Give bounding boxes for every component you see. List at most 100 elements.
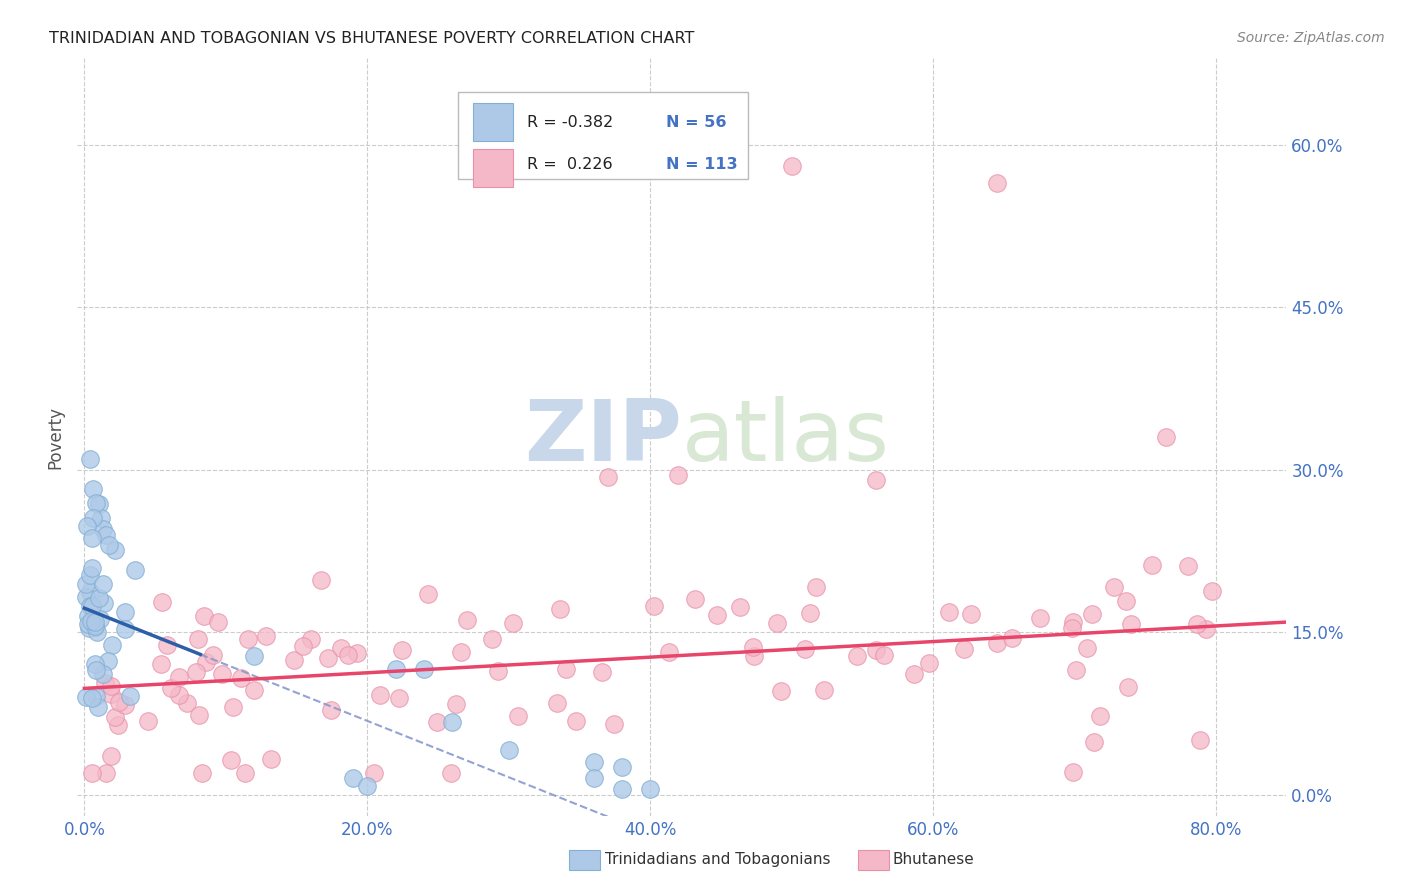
Point xyxy=(441,714,464,729)
Point xyxy=(260,752,283,766)
Point xyxy=(100,687,122,701)
Point xyxy=(450,645,472,659)
Point xyxy=(309,573,332,587)
Point xyxy=(444,697,467,711)
Point xyxy=(83,615,105,629)
Point xyxy=(77,621,100,635)
Point xyxy=(502,615,524,630)
Point xyxy=(960,607,983,622)
Point xyxy=(456,613,478,627)
Point xyxy=(75,591,97,605)
Point xyxy=(865,642,887,657)
Text: TRINIDADIAN AND TOBAGONIAN VS BHUTANESE POVERTY CORRELATION CHART: TRINIDADIAN AND TOBAGONIAN VS BHUTANESE … xyxy=(49,31,695,46)
Point xyxy=(582,771,605,785)
Point xyxy=(1062,621,1084,635)
Point xyxy=(84,663,107,677)
FancyBboxPatch shape xyxy=(458,92,748,179)
Point xyxy=(80,614,103,628)
Point xyxy=(82,482,104,496)
Point xyxy=(76,519,98,533)
Point xyxy=(138,714,160,728)
Point xyxy=(804,580,827,594)
Point xyxy=(150,595,173,609)
Point xyxy=(202,648,225,662)
Point xyxy=(86,624,108,639)
Point xyxy=(77,617,100,632)
Point xyxy=(82,532,104,546)
Point xyxy=(84,689,107,703)
Point xyxy=(1201,584,1223,599)
Point xyxy=(108,695,131,709)
Text: N = 113: N = 113 xyxy=(666,157,738,171)
Point xyxy=(243,648,266,663)
Point xyxy=(1028,611,1050,625)
Point xyxy=(124,563,146,577)
Point xyxy=(546,696,568,710)
Point xyxy=(184,665,207,679)
Point xyxy=(486,664,509,678)
Point xyxy=(156,638,179,652)
Point xyxy=(87,591,110,605)
Point xyxy=(780,159,803,173)
FancyBboxPatch shape xyxy=(472,103,513,141)
Point xyxy=(1185,616,1208,631)
Point xyxy=(1102,580,1125,594)
Point xyxy=(1195,623,1218,637)
Point xyxy=(84,657,107,671)
Point xyxy=(169,688,191,702)
Point xyxy=(744,648,766,663)
Point xyxy=(426,714,449,729)
Text: R =  0.226: R = 0.226 xyxy=(527,157,613,171)
Point xyxy=(82,599,104,613)
Point xyxy=(846,648,869,663)
Point xyxy=(75,690,97,704)
FancyBboxPatch shape xyxy=(472,149,513,186)
Point xyxy=(391,643,413,657)
Point xyxy=(591,665,613,679)
Point xyxy=(301,632,323,646)
Point xyxy=(728,600,751,615)
Point xyxy=(416,587,439,601)
Point xyxy=(283,653,305,667)
Point xyxy=(91,576,114,591)
Point xyxy=(82,511,104,525)
Point xyxy=(346,646,368,660)
Point xyxy=(100,679,122,693)
Point xyxy=(229,671,252,685)
Point xyxy=(195,655,218,669)
Point xyxy=(80,690,103,705)
Point xyxy=(176,696,198,710)
Point xyxy=(83,620,105,634)
Point xyxy=(79,451,101,466)
Point xyxy=(666,467,689,482)
Point xyxy=(813,683,835,698)
Point xyxy=(766,615,789,630)
Point xyxy=(1177,558,1199,573)
Point xyxy=(388,691,411,706)
Point xyxy=(342,771,364,786)
Point xyxy=(114,698,136,712)
Point xyxy=(114,605,136,619)
Point xyxy=(90,511,112,525)
Point xyxy=(167,670,190,684)
Point xyxy=(191,765,214,780)
Point xyxy=(1076,640,1098,655)
Point xyxy=(582,755,605,769)
Y-axis label: Poverty: Poverty xyxy=(46,406,65,468)
Point xyxy=(291,639,314,653)
Point xyxy=(706,607,728,622)
Point xyxy=(799,606,821,620)
Point xyxy=(330,641,353,656)
Point xyxy=(243,683,266,698)
Point xyxy=(193,609,215,624)
Point xyxy=(91,522,114,536)
Point xyxy=(1083,735,1105,749)
Point xyxy=(610,760,633,774)
Point xyxy=(770,683,793,698)
Point xyxy=(238,632,260,646)
Point xyxy=(89,612,111,626)
Point xyxy=(75,577,97,591)
Point xyxy=(114,622,136,636)
Point xyxy=(368,688,391,702)
Point xyxy=(658,645,681,659)
